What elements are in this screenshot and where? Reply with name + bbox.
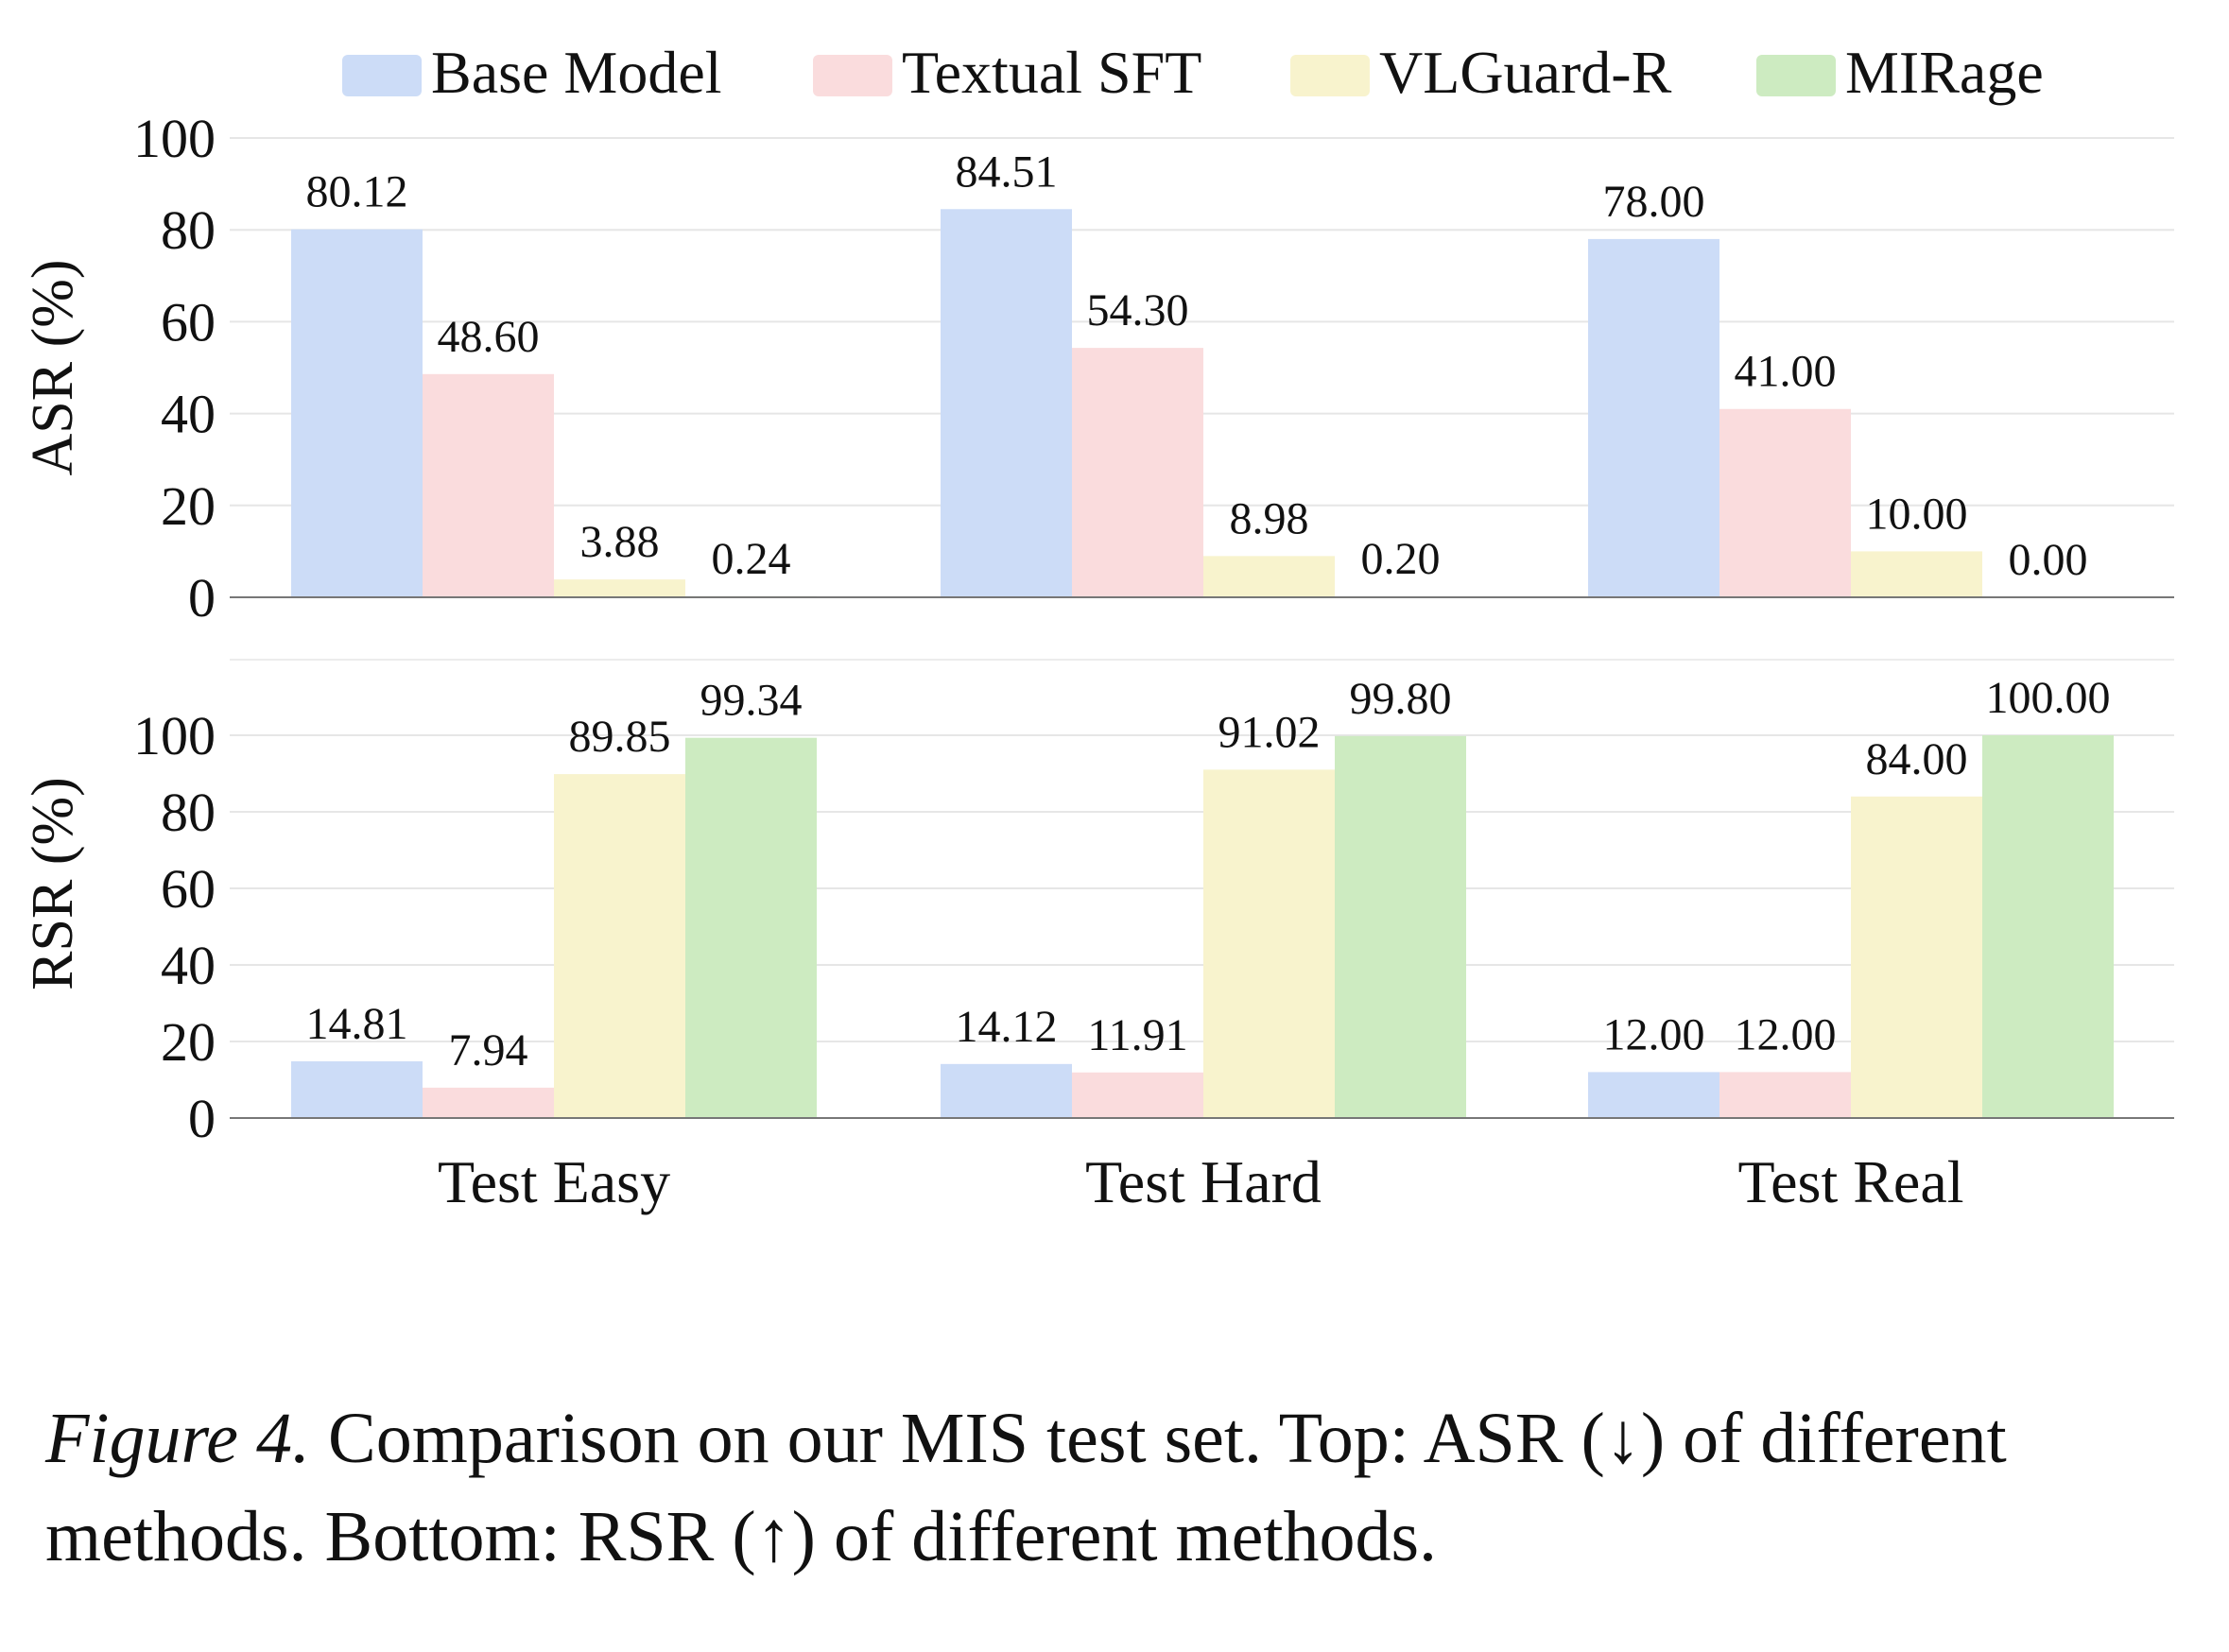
legend-label: Base Model xyxy=(431,39,722,106)
data-label: 84.51 xyxy=(956,146,1058,197)
bar xyxy=(1851,796,1982,1118)
data-label: 0.24 xyxy=(712,534,791,584)
y-tick-label: 20 xyxy=(161,475,216,537)
legend-label: MIRage xyxy=(1845,39,2044,106)
bar xyxy=(941,1063,1072,1118)
y-tick-label: 0 xyxy=(188,1088,216,1149)
data-label: 12.00 xyxy=(1735,1009,1837,1059)
y-tick-label: 100 xyxy=(133,108,216,169)
y-tick-label: 80 xyxy=(161,782,216,843)
legend-label: Textual SFT xyxy=(902,39,1201,106)
bar xyxy=(1719,1072,1851,1118)
bar xyxy=(1335,735,1466,1118)
bar xyxy=(1072,348,1203,597)
data-label: 14.81 xyxy=(306,999,408,1049)
data-label: 80.12 xyxy=(306,167,408,217)
data-label: 8.98 xyxy=(1230,493,1309,543)
legend-swatch xyxy=(1290,55,1370,96)
data-label: 0.00 xyxy=(2009,535,2088,585)
data-label: 12.00 xyxy=(1603,1009,1705,1059)
data-label: 99.34 xyxy=(700,676,803,726)
y-tick-label: 60 xyxy=(161,291,216,353)
y-tick-label: 100 xyxy=(133,705,216,766)
bar xyxy=(423,1087,554,1118)
y-tick-label: 60 xyxy=(161,858,216,920)
asr-panel: 0 20 40 60 80 100 ASR (%) 80.12 84.51 78.00 48.60 5… xyxy=(21,108,2174,628)
data-label: 89.85 xyxy=(569,712,671,762)
data-label: 91.02 xyxy=(1218,707,1321,757)
y-tick-label: 20 xyxy=(161,1011,216,1073)
bar xyxy=(1203,556,1335,597)
y-axis-label: ASR (%) xyxy=(21,259,85,475)
bar xyxy=(1719,408,1851,597)
caption-text: Comparison on our MIS test set. Top: ASR… xyxy=(45,1399,2007,1576)
bar xyxy=(1203,769,1335,1118)
bar-chart-figure: Base Model Textual SFT VLGuard-R MIRage 0 20… xyxy=(21,39,2174,1215)
bar xyxy=(554,774,685,1118)
data-label: 41.00 xyxy=(1735,347,1837,397)
y-tick-label: 40 xyxy=(161,935,216,996)
legend-swatch xyxy=(1756,55,1836,96)
bar xyxy=(1072,1072,1203,1118)
y-axis-label: RSR (%) xyxy=(21,777,85,990)
caption-label: Figure 4. xyxy=(45,1399,311,1478)
chart-legend: Base Model Textual SFT VLGuard-R MIRage xyxy=(342,39,2044,106)
data-label: 14.12 xyxy=(956,1002,1058,1052)
x-axis: Test Easy Test Hard Test Real xyxy=(438,1148,1964,1215)
bar xyxy=(1982,735,2114,1118)
bar xyxy=(291,229,423,597)
data-label: 84.00 xyxy=(1866,734,1968,784)
bar xyxy=(423,373,554,597)
bar xyxy=(291,1061,423,1118)
data-label: 78.00 xyxy=(1603,177,1705,227)
x-tick-label: Test Real xyxy=(1738,1148,1964,1215)
data-label: 10.00 xyxy=(1866,489,1968,539)
figure-caption: Figure 4. Comparison on our MIS test set… xyxy=(45,1389,2191,1586)
y-tick-label: 80 xyxy=(161,199,216,261)
rsr-panel: 0 20 40 60 80 100 RSR (%) 14.81 14.12 12.00 7.94 11… xyxy=(21,659,2174,1149)
data-label: 48.60 xyxy=(438,312,540,362)
bar xyxy=(1588,238,1719,598)
data-label: 54.30 xyxy=(1087,285,1189,336)
x-tick-label: Test Hard xyxy=(1085,1148,1322,1215)
bar xyxy=(554,579,685,597)
y-tick-label: 40 xyxy=(161,384,216,445)
bar xyxy=(685,737,817,1118)
legend-swatch xyxy=(813,55,892,96)
data-label: 0.20 xyxy=(1361,534,1441,584)
bar xyxy=(941,209,1072,597)
bar xyxy=(1851,551,1982,597)
data-label: 7.94 xyxy=(449,1025,528,1076)
legend-label: VLGuard-R xyxy=(1379,39,1672,106)
data-label: 3.88 xyxy=(580,517,660,567)
data-label: 99.80 xyxy=(1350,674,1452,724)
data-label: 11.91 xyxy=(1087,1010,1187,1060)
x-tick-label: Test Easy xyxy=(438,1148,670,1215)
data-label: 100.00 xyxy=(1986,673,2111,723)
legend-swatch xyxy=(342,55,422,96)
y-tick-label: 0 xyxy=(188,567,216,628)
bar xyxy=(1588,1072,1719,1118)
